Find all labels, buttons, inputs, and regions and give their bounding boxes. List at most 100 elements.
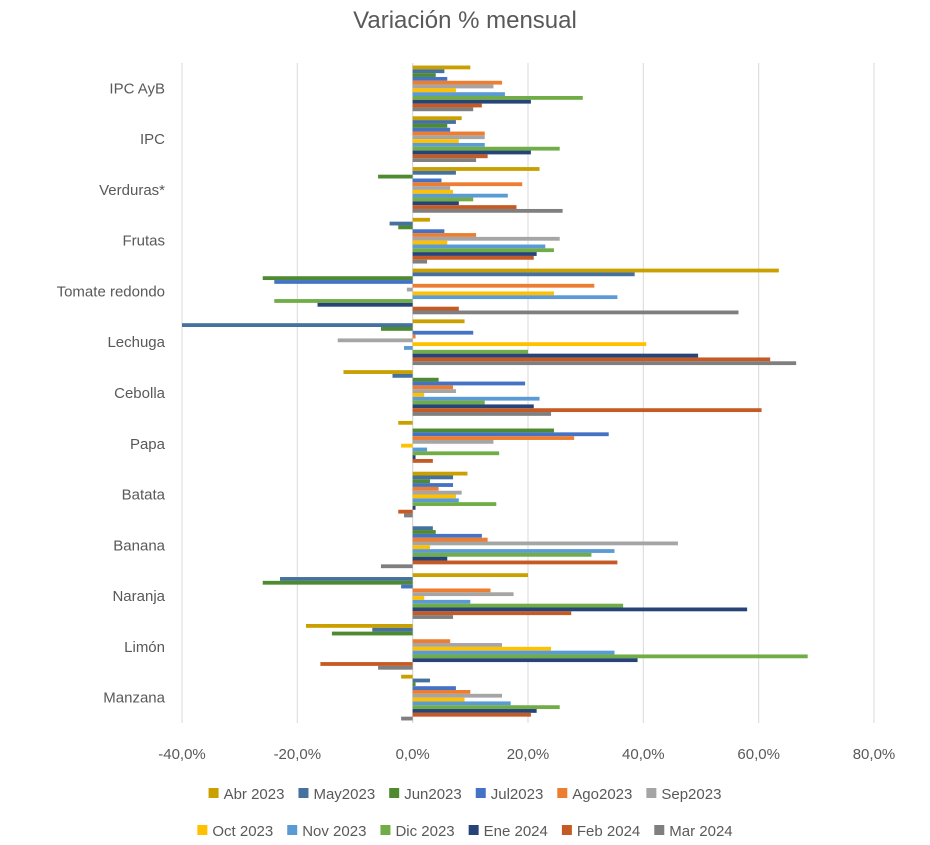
bar-oct-2023-cebolla: [412, 393, 425, 397]
bar-jun2023-frutas: [398, 225, 413, 230]
bar-nov-2023-cebolla: [412, 396, 540, 401]
bar-feb-2024-naranja: [412, 611, 572, 616]
bar-feb-2024-batata: [398, 509, 413, 514]
bar-feb-2024-tomate-redondo: [412, 306, 459, 311]
bar-ene-2024-tomate-redondo: [317, 302, 413, 307]
legend: Abr 2023 May2023 Jun2023 Jul2023 Ago2023 Sep2…: [197, 786, 733, 840]
bar-dic-2023-ipc-ayb: [412, 96, 583, 100]
bar-oct-2023-batata: [412, 494, 456, 499]
bar-dic-2023-verduras: [412, 197, 474, 202]
bar-nov-2023-ipc: [412, 142, 485, 147]
bar-ago2023-batata: [412, 486, 439, 491]
category-label: Manzana: [103, 690, 165, 707]
bar-ene-2024-cebolla: [412, 404, 534, 409]
x-tick-label: -20,0%: [274, 746, 322, 763]
bar-sep2023-papa: [412, 439, 494, 444]
legend-swatch-ago2023: [557, 788, 568, 798]
bar-jun2023-cebolla: [412, 377, 439, 382]
bar-nov-2023-naranja: [412, 599, 471, 604]
legend-swatch-nov-2023: [287, 825, 298, 835]
bar-jul2023-cebolla: [412, 381, 526, 386]
bar-ene-2024-batata: [412, 505, 416, 510]
bar-nov-2023-batata: [412, 498, 459, 503]
bar-oct-2023-naranja: [412, 596, 425, 600]
bar-ene-2024-lechuga: [412, 353, 699, 358]
bar-abr-2023-papa: [398, 420, 413, 425]
bar-ago2023-naranja: [412, 588, 491, 593]
bar-mar-2024-cebolla: [412, 412, 552, 416]
bar-sep2023-ipc-ayb: [412, 84, 494, 89]
bar-sep2023-banana: [412, 541, 678, 546]
bar-sep2023-batata: [412, 490, 462, 495]
x-tick-label: 60,0%: [737, 746, 780, 763]
legend-label: May2023: [313, 786, 375, 803]
x-tick-label: 40,0%: [622, 746, 665, 763]
bar-abr-2023-verduras: [412, 167, 540, 171]
x-tick-label: 20,0%: [507, 746, 550, 763]
legend-swatch-dic-2023: [380, 825, 391, 835]
bar-jul2023-frutas: [412, 229, 445, 234]
bar-dic-2023-cebolla: [412, 400, 485, 405]
bar-jul2023-verduras: [412, 178, 442, 183]
bar-may2023-cebolla: [392, 373, 413, 378]
bar-dic-2023-frutas: [412, 248, 554, 253]
bar-oct-2023-manzana: [412, 697, 465, 702]
bar-jun2023-naranja: [262, 580, 413, 585]
bar-ago2023-tomate-redondo: [412, 283, 595, 288]
legend-label: Jun2023: [404, 786, 462, 803]
bar-nov-2023-papa: [412, 447, 428, 452]
bar-sep2023-cebolla: [412, 389, 456, 393]
legend-swatch-mar-2024: [654, 825, 665, 835]
bar-jun2023-papa: [412, 428, 554, 433]
bar-jul2023-tomate-redondo: [274, 280, 413, 284]
category-labels: IPC AyB IPC Verduras* Frutas Tomate redondo L…: [57, 80, 166, 706]
category-label: Frutas: [122, 233, 165, 250]
category-label: Verduras*: [99, 182, 165, 199]
bar-jul2023-ipc: [412, 127, 451, 132]
bar-abr-2023-ipc: [412, 116, 462, 121]
bar-ene-2024-ipc-ayb: [412, 99, 531, 104]
legend-swatch-may2023: [298, 788, 309, 798]
legend-label: Mar 2024: [669, 823, 732, 840]
bar-may2023-batata: [412, 475, 454, 480]
bar-ago2023-banana: [412, 537, 488, 542]
bar-nov-2023-lechuga: [404, 346, 413, 350]
bar-ene-2024-papa: [412, 455, 416, 459]
legend-label: Ago2023: [572, 786, 632, 803]
bar-sep2023-frutas: [412, 236, 560, 241]
bar-ene-2024-lim-n: [412, 658, 638, 663]
bar-sep2023-manzana: [412, 693, 503, 698]
bar-nov-2023-lim-n: [412, 650, 615, 655]
legend-swatch-jun2023: [389, 788, 400, 798]
bar-sep2023-verduras: [412, 186, 451, 190]
bar-abr-2023-lechuga: [412, 319, 465, 324]
bar-feb-2024-frutas: [412, 255, 534, 260]
bar-nov-2023-tomate-redondo: [412, 295, 618, 300]
bar-oct-2023-frutas: [412, 240, 448, 245]
bar-abr-2023-manzana: [401, 674, 413, 679]
bar-mar-2024-frutas: [412, 259, 428, 264]
legend-swatch-jul2023: [475, 788, 486, 798]
bar-feb-2024-ipc: [412, 154, 488, 159]
bar-mar-2024-ipc-ayb: [412, 107, 474, 112]
bar-sep2023-tomate-redondo: [406, 287, 413, 292]
bar-mar-2024-batata: [404, 513, 413, 518]
category-label: Banana: [113, 537, 165, 554]
bar-feb-2024-manzana: [412, 712, 531, 717]
bar-oct-2023-verduras: [412, 189, 454, 194]
bar-abr-2023-naranja: [412, 573, 528, 578]
category-label: Naranja: [112, 588, 165, 605]
bar-dic-2023-ipc: [412, 146, 560, 151]
bar-ago2023-ipc: [412, 131, 485, 136]
bar-ago2023-lim-n: [412, 639, 451, 644]
category-label: IPC AyB: [109, 80, 165, 97]
bar-dic-2023-lim-n: [412, 654, 808, 659]
bar-nov-2023-banana: [412, 549, 615, 553]
bar-nov-2023-ipc-ayb: [412, 92, 505, 96]
bar-dic-2023-banana: [412, 552, 592, 557]
bar-jun2023-tomate-redondo: [262, 276, 413, 281]
bar-dic-2023-naranja: [412, 603, 624, 608]
bar-feb-2024-lechuga: [412, 357, 771, 362]
x-tick-label: -40,0%: [158, 746, 206, 763]
bar-ago2023-ipc-ayb: [412, 80, 503, 85]
